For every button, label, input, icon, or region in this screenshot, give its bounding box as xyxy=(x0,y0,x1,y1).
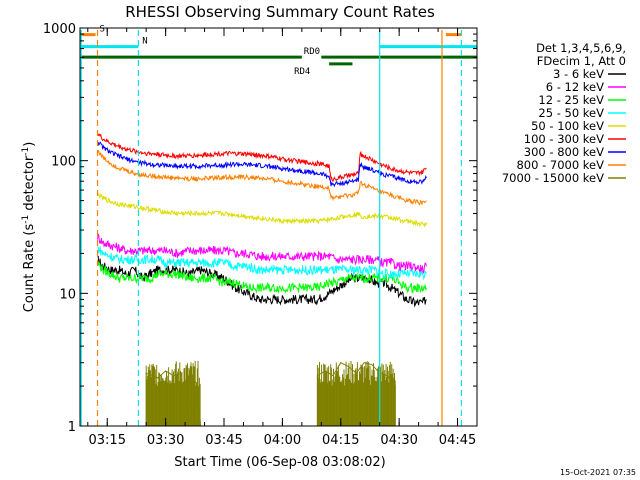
timestamp: 15-Oct-2021 07:35 xyxy=(560,468,636,477)
x-tick-label: 04:30 xyxy=(380,433,417,448)
x-tick-label: 04:15 xyxy=(322,433,359,448)
series-4 xyxy=(97,246,427,281)
x-tick-label: 03:45 xyxy=(205,433,242,448)
series-line xyxy=(97,141,427,188)
series-9 xyxy=(145,360,396,427)
series-5 xyxy=(97,192,427,228)
vline-layer xyxy=(80,30,463,426)
y-label-part-3: ) xyxy=(22,142,37,147)
series-line xyxy=(97,246,427,281)
axes-layer: 1 10 100 1000 03:15 03:30 03:45 04:00 04:15 04:30… xyxy=(43,22,477,448)
series-6 xyxy=(97,133,427,182)
y-axis-label: Count Rate (s-1 detector-1) xyxy=(21,142,37,313)
y-label-exp-2: -1 xyxy=(21,147,31,156)
flag-label-rd0: RD0 xyxy=(304,47,320,57)
x-tick-label: 04:00 xyxy=(264,433,301,448)
series-line xyxy=(97,149,427,206)
legend: Det 1,3,4,5,6,9, FDecim 1, Att 0 3 - 6 k… xyxy=(502,41,626,185)
plot-frame xyxy=(79,27,478,427)
chart-title: RHESSI Observing Summary Count Rates xyxy=(125,3,435,21)
y-label-exp-1: -1 xyxy=(21,215,31,224)
y-tick-label: 100 xyxy=(51,155,76,170)
flag-label-n: N xyxy=(142,37,147,47)
series-line xyxy=(97,255,427,308)
series-1 xyxy=(97,255,427,308)
flag-layer: S N RD0 RD4 xyxy=(80,25,477,77)
y-tick-label: 1 xyxy=(68,420,76,435)
y-label-part-1: Count Rate (s xyxy=(22,224,37,313)
legend-header-line-2: FDecim 1, Att 0 xyxy=(537,54,626,68)
series-layer xyxy=(97,133,427,427)
legend-label: 3 - 6 keV xyxy=(553,67,604,81)
flag-label-s: S xyxy=(99,25,104,35)
series-line xyxy=(97,233,427,275)
legend-label: 800 - 7000 keV xyxy=(516,158,604,172)
legend-label: 100 - 300 keV xyxy=(524,132,604,146)
series-7 xyxy=(97,141,427,188)
legend-label: 50 - 100 keV xyxy=(531,119,604,133)
series-3 xyxy=(97,261,427,294)
y-tick-label: 1000 xyxy=(43,22,76,37)
legend-label: 300 - 800 keV xyxy=(524,145,604,159)
legend-label: 12 - 25 keV xyxy=(538,93,604,107)
x-tick-label: 04:45 xyxy=(439,433,476,448)
series-8 xyxy=(97,149,427,206)
y-tick-label: 10 xyxy=(59,287,76,302)
series-2 xyxy=(97,233,427,275)
legend-header-line-1: Det 1,3,4,5,6,9, xyxy=(536,41,626,55)
legend-label: 25 - 50 keV xyxy=(538,106,604,120)
legend-label: 6 - 12 keV xyxy=(546,80,604,94)
series-line xyxy=(97,261,427,294)
series-line xyxy=(97,133,427,182)
series-line xyxy=(97,192,427,228)
legend-label: 7000 - 15000 keV xyxy=(502,171,604,185)
flag-label-rd4: RD4 xyxy=(294,67,310,77)
x-tick-label: 03:30 xyxy=(147,433,184,448)
y-label-part-2: detector xyxy=(22,155,37,215)
x-tick-label: 03:15 xyxy=(89,433,126,448)
x-axis-label: Start Time (06-Sep-08 03:08:02) xyxy=(174,455,385,470)
